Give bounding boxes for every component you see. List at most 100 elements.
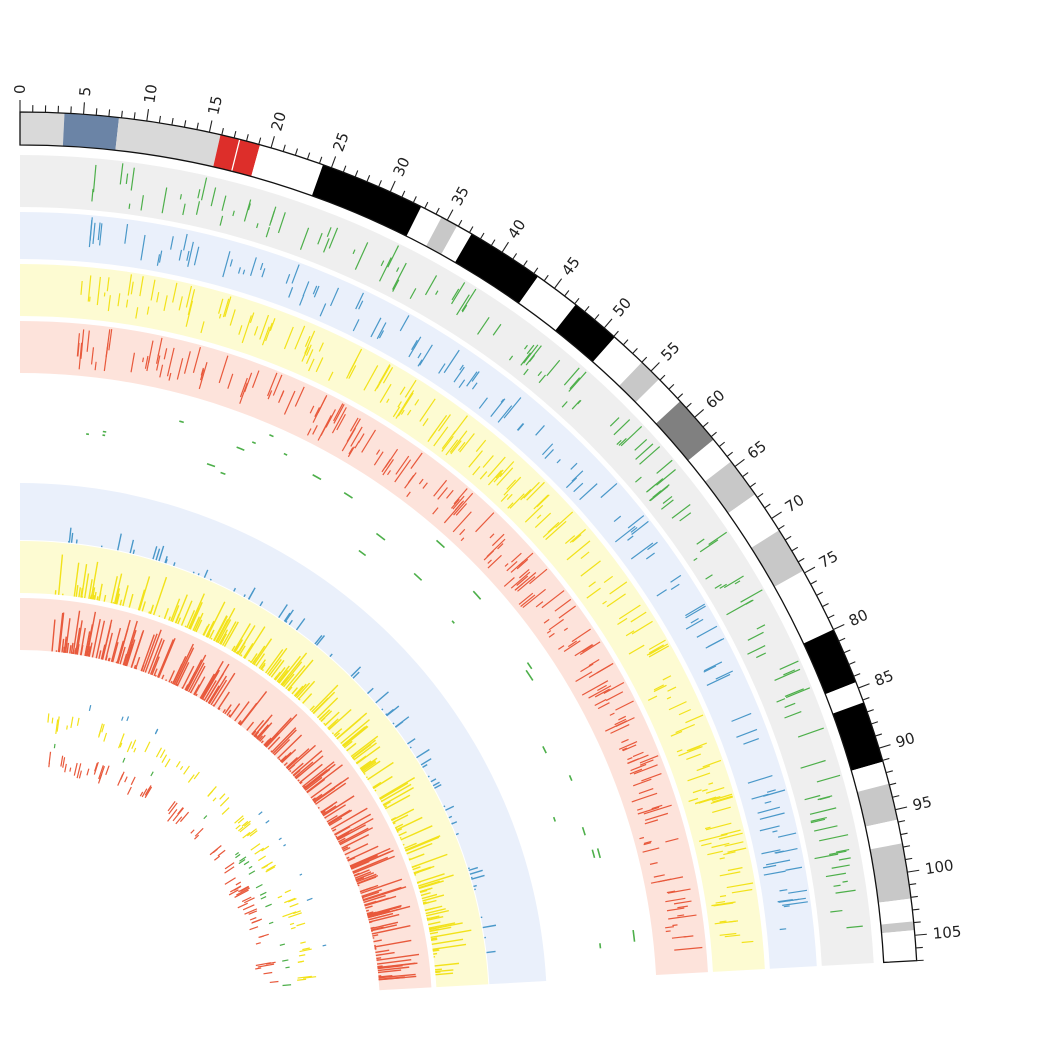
track-mark <box>678 708 691 716</box>
track-mark <box>471 382 478 390</box>
track-mark <box>203 569 209 578</box>
axis-ticks <box>19 100 927 962</box>
track-mark <box>125 173 129 184</box>
track-mark <box>656 469 676 486</box>
track-mark <box>402 843 405 846</box>
minor-tick <box>718 441 726 447</box>
track-mark <box>468 450 483 468</box>
track-mark <box>126 716 130 722</box>
track-mark <box>336 712 368 740</box>
track-mark <box>366 911 377 916</box>
track-mark <box>125 299 129 308</box>
track-mark <box>213 615 228 642</box>
track-mark <box>715 900 726 904</box>
ideogram-band <box>751 530 804 587</box>
track-mark <box>189 665 206 694</box>
track-mark <box>788 889 808 894</box>
track-12 <box>48 751 279 984</box>
track-mark <box>148 611 151 614</box>
track-mark <box>122 653 128 666</box>
track-mark <box>148 340 154 363</box>
track-mark <box>395 393 413 419</box>
track-mark <box>455 832 459 836</box>
track-mark <box>367 909 390 918</box>
track-mark <box>520 594 536 607</box>
track-mark <box>273 739 291 756</box>
track-mark <box>328 817 343 827</box>
track-mark <box>98 650 102 659</box>
track-mark <box>139 791 144 797</box>
track-mark <box>342 725 369 748</box>
minor-tick <box>764 503 771 509</box>
track-mark <box>666 696 672 700</box>
track-mark <box>719 920 727 923</box>
track-mark <box>150 279 156 301</box>
track-mark <box>461 288 477 312</box>
track-mark <box>267 390 273 400</box>
track-mark <box>278 758 281 761</box>
track-mark <box>491 533 505 547</box>
track-mark <box>265 322 273 342</box>
track-mark <box>571 534 582 543</box>
track-mark <box>329 653 333 658</box>
track-mark <box>472 466 481 476</box>
track-mark <box>290 926 296 930</box>
track-mark <box>240 886 250 893</box>
track-mark <box>238 645 246 656</box>
track-mark <box>714 920 739 925</box>
track-mark <box>302 976 317 979</box>
track-mark <box>757 806 781 814</box>
track-mark <box>594 698 607 707</box>
track-mark <box>161 674 165 680</box>
track-mark <box>417 352 422 359</box>
track-mark <box>479 471 488 480</box>
track-mark <box>701 842 712 847</box>
track-mark <box>713 902 734 907</box>
track-mark <box>666 907 685 912</box>
track-mark <box>336 829 353 839</box>
minor-tick <box>685 402 692 409</box>
track-mark <box>295 682 311 699</box>
track-mark <box>342 730 362 747</box>
track-mark <box>785 866 803 871</box>
track-mark <box>238 885 249 893</box>
track-mark <box>116 640 124 664</box>
track-mark <box>372 781 382 789</box>
track-mark <box>304 776 323 791</box>
track-mark <box>217 849 226 857</box>
track-mark <box>195 693 198 697</box>
track-mark <box>782 901 808 906</box>
track-mark <box>130 167 135 191</box>
track-mark <box>819 796 831 801</box>
track-mark <box>73 762 78 776</box>
track-mark <box>361 429 377 453</box>
track-mark <box>471 874 485 880</box>
track-mark <box>100 644 106 660</box>
track-mark <box>243 897 255 904</box>
track-mark <box>243 626 266 659</box>
track-mark <box>258 933 269 939</box>
track-mark <box>577 399 582 405</box>
track-mark <box>150 771 154 777</box>
ideogram-band <box>655 401 714 461</box>
minor-tick <box>622 339 629 346</box>
track-mark <box>542 745 547 754</box>
track-mark <box>455 503 468 516</box>
track-mark <box>255 962 272 967</box>
track-mark <box>287 764 296 771</box>
track-mark <box>376 449 381 455</box>
track-mark <box>675 723 695 734</box>
track-mark <box>147 638 163 674</box>
track-mark <box>378 777 416 800</box>
track-mark <box>350 426 363 447</box>
track-mark <box>291 687 298 695</box>
track-8 <box>20 598 432 991</box>
track-mark <box>312 797 316 801</box>
track-mark <box>222 251 231 278</box>
track-mark <box>171 605 180 623</box>
track-mark <box>708 531 728 545</box>
track-mark <box>243 642 254 659</box>
track-mark <box>164 556 168 564</box>
minor-tick <box>810 580 817 585</box>
track-mark <box>155 747 163 758</box>
